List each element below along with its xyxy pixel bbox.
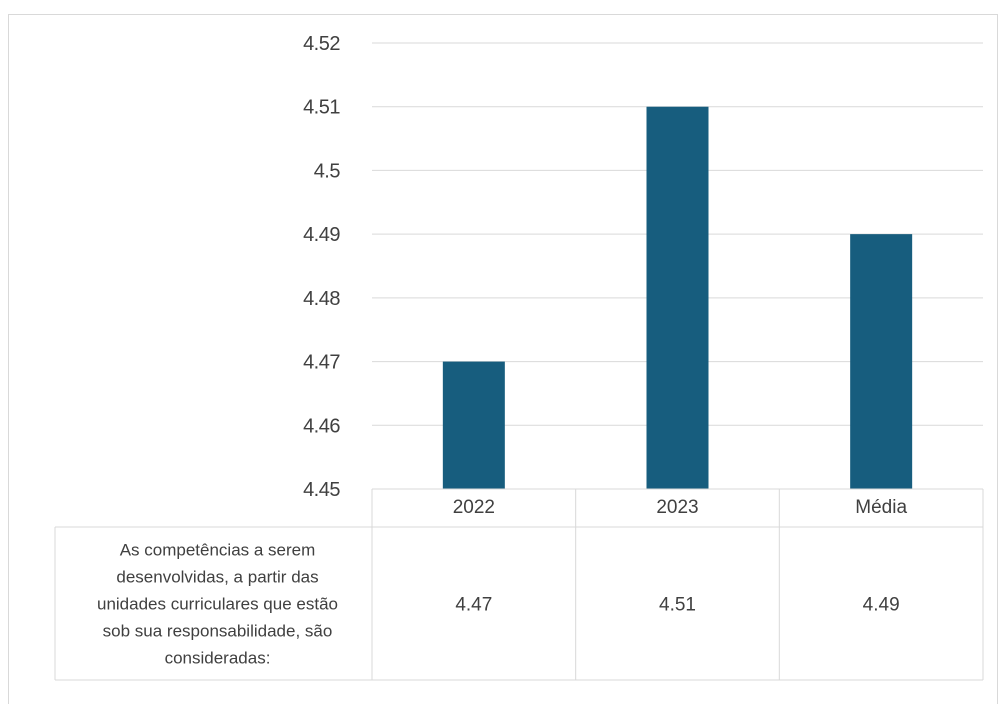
y-tick-label: 4.45 xyxy=(303,479,340,501)
y-tick-label: 4.48 xyxy=(303,288,340,310)
table-value-cell: 4.47 xyxy=(455,595,492,616)
series-row-label: sob sua responsabilidade, são xyxy=(103,622,333,641)
y-tick-label: 4.49 xyxy=(303,224,340,246)
x-category-label: Média xyxy=(855,497,907,518)
y-axis-ticks: 4.45 4.46 4.47 4.48 4.49 4.5 4.51 4.52 xyxy=(303,33,341,501)
y-tick-label: 4.51 xyxy=(303,97,340,119)
y-tick-label: 4.46 xyxy=(303,415,340,437)
bar-média xyxy=(850,234,913,489)
y-tick-label: 4.52 xyxy=(303,33,340,55)
series-row-label: As competências a serem xyxy=(120,541,316,560)
x-category-label: 2023 xyxy=(656,497,698,518)
table-value-cell: 4.51 xyxy=(659,595,696,616)
y-tick-label: 4.47 xyxy=(303,352,340,374)
chart-frame xyxy=(8,14,998,704)
series-row-label: unidades curriculares que estão xyxy=(97,595,338,614)
bar-2023 xyxy=(646,106,709,489)
y-tick-label: 4.5 xyxy=(314,160,341,182)
bar-chart: 4.45 4.46 4.47 4.48 4.49 4.5 4.51 4.52 2022 2023… xyxy=(54,33,984,681)
table-value-cell: 4.49 xyxy=(863,595,900,616)
series-row-label: desenvolvidas, a partir das xyxy=(116,568,318,587)
bars xyxy=(442,106,913,489)
x-category-label: 2022 xyxy=(453,497,495,518)
bar-2022 xyxy=(442,361,505,489)
series-row-label: consideradas: xyxy=(165,649,271,668)
data-table: 2022 2023 Média 4.47 4.51 4.49 As competências… xyxy=(54,488,984,681)
